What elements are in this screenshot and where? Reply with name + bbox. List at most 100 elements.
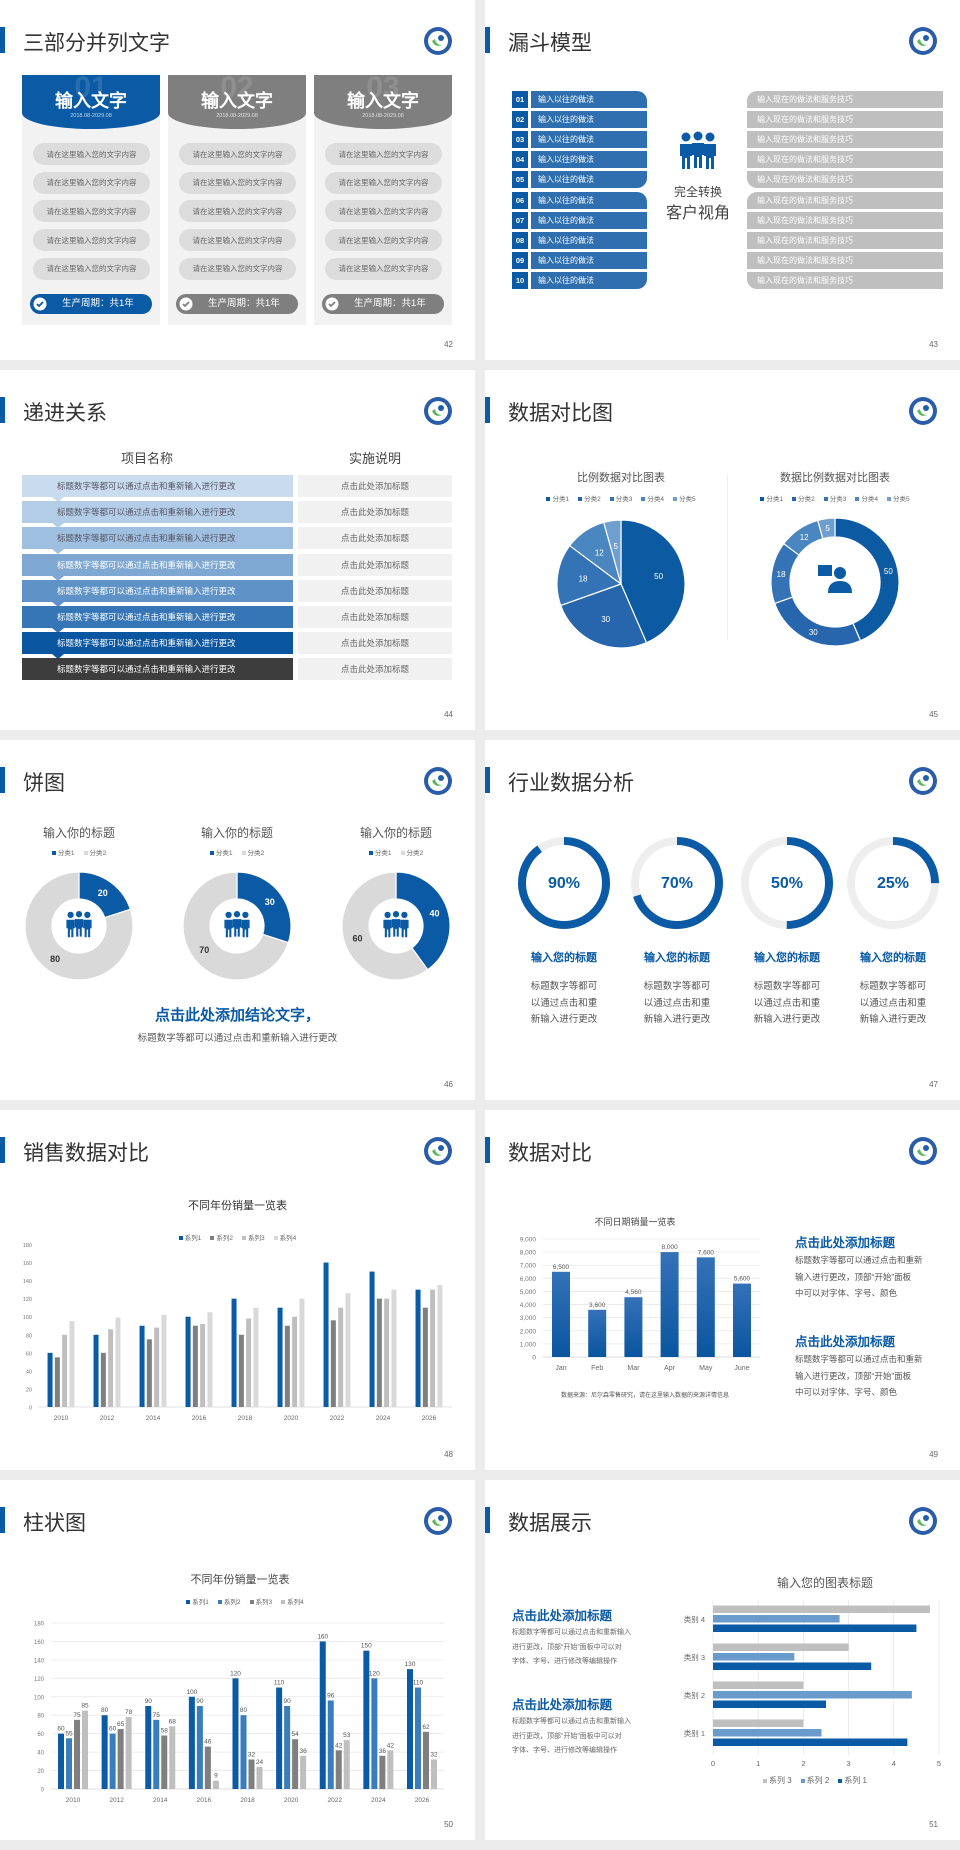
bar[interactable] — [376, 1298, 382, 1407]
bar[interactable] — [713, 1738, 908, 1747]
bar[interactable] — [232, 1678, 239, 1789]
bar[interactable] — [338, 1307, 344, 1407]
bar[interactable] — [371, 1678, 378, 1789]
bar[interactable] — [115, 1317, 121, 1407]
footer-pill[interactable]: 生产周期：共1年 — [176, 294, 298, 314]
item-title[interactable]: 输入您的标题 — [754, 952, 820, 964]
bar[interactable] — [204, 1746, 211, 1789]
bar[interactable] — [139, 1325, 145, 1407]
pie-slice[interactable] — [24, 871, 134, 981]
bar[interactable] — [192, 1325, 198, 1407]
bar[interactable] — [212, 1780, 219, 1789]
text-pill[interactable]: 请在这里输入您的文字内容 — [325, 200, 442, 223]
bar[interactable] — [343, 1740, 350, 1789]
bar[interactable] — [125, 1717, 132, 1789]
bar[interactable] — [588, 1309, 607, 1357]
bar[interactable] — [231, 1298, 237, 1407]
bar[interactable] — [161, 1314, 167, 1407]
description-cell[interactable]: 点击此处添加标题 — [298, 579, 452, 602]
current-practice-bar[interactable]: 输入现在的做法和服务技巧 — [747, 191, 943, 209]
text-pill[interactable]: 请在这里输入您的文字内容 — [33, 200, 150, 223]
pie-slice[interactable] — [341, 871, 429, 981]
bar[interactable] — [696, 1257, 715, 1357]
bar[interactable] — [713, 1643, 849, 1652]
text-pill[interactable]: 请在这里输入您的文字内容 — [33, 143, 150, 165]
bar[interactable] — [430, 1289, 436, 1407]
bar[interactable] — [108, 1329, 114, 1407]
bar[interactable] — [391, 1289, 397, 1407]
bar[interactable] — [384, 1298, 390, 1407]
text-pill[interactable]: 请在这里输入您的文字内容 — [325, 257, 442, 280]
bar[interactable] — [146, 1339, 152, 1407]
pie-slice[interactable] — [556, 544, 623, 607]
description-cell[interactable]: 点击此处添加标题 — [298, 475, 452, 497]
bar[interactable] — [154, 1327, 160, 1407]
bar[interactable] — [66, 1738, 73, 1789]
current-practice-bar[interactable]: 输入现在的做法和服务技巧 — [747, 251, 943, 269]
bar[interactable] — [292, 1739, 299, 1789]
bar[interactable] — [299, 1298, 305, 1407]
bar[interactable] — [58, 1733, 65, 1789]
bar[interactable] — [101, 1715, 108, 1789]
text-pill[interactable]: 请在这里输入您的文字内容 — [179, 257, 296, 280]
bar[interactable] — [117, 1729, 124, 1789]
pie-slice[interactable] — [182, 871, 290, 981]
description-cell[interactable]: 点击此处添加标题 — [298, 606, 452, 628]
text-pill[interactable]: 请在这里输入您的文字内容 — [179, 143, 296, 165]
bar[interactable] — [93, 1334, 99, 1407]
bar[interactable] — [713, 1624, 917, 1633]
block-heading[interactable]: 点击此处添加标题 — [512, 1698, 613, 1712]
past-practice-bar[interactable]: 输入以往的做法 — [531, 111, 647, 129]
text-pill[interactable]: 请在这里输入您的文字内容 — [33, 171, 150, 194]
description-cell[interactable]: 点击此处添加标题 — [298, 501, 452, 524]
item-title[interactable]: 输入您的标题 — [860, 952, 926, 964]
pie-slice[interactable] — [816, 517, 836, 540]
past-practice-bar[interactable]: 输入以往的做法 — [531, 251, 647, 269]
pie-slice[interactable] — [834, 517, 900, 642]
current-practice-bar[interactable]: 输入现在的做法和服务技巧 — [747, 111, 943, 129]
pie-slice[interactable] — [395, 871, 451, 971]
bar[interactable] — [284, 1706, 291, 1789]
bar[interactable] — [238, 1334, 244, 1407]
text-pill[interactable]: 请在这里输入您的文字内容 — [179, 200, 296, 223]
past-practice-bar[interactable]: 输入以往的做法 — [531, 231, 647, 249]
past-practice-bar[interactable]: 输入以往的做法 — [531, 131, 647, 149]
bar[interactable] — [713, 1700, 826, 1709]
pie-slice[interactable] — [773, 596, 862, 647]
description-cell[interactable]: 点击此处添加标题 — [298, 553, 452, 576]
bar[interactable] — [319, 1641, 326, 1789]
current-practice-bar[interactable]: 输入现在的做法和服务技巧 — [747, 271, 943, 289]
description-cell[interactable]: 点击此处添加标题 — [298, 658, 452, 681]
bar[interactable] — [188, 1696, 195, 1789]
current-practice-bar[interactable]: 输入现在的做法和服务技巧 — [747, 231, 943, 249]
bar[interactable] — [100, 1352, 106, 1407]
pie-slice[interactable] — [559, 583, 648, 649]
block-heading[interactable]: 点击此处添加标题 — [795, 1236, 896, 1250]
bar[interactable] — [153, 1719, 160, 1789]
block-heading[interactable]: 点击此处添加标题 — [512, 1609, 613, 1623]
bar[interactable] — [713, 1691, 912, 1699]
bar[interactable] — [345, 1293, 351, 1407]
bar[interactable] — [161, 1735, 168, 1789]
bar[interactable] — [145, 1706, 152, 1789]
bar[interactable] — [246, 1318, 252, 1407]
past-practice-bar[interactable]: 输入以往的做法 — [531, 191, 647, 209]
text-pill[interactable]: 请在这里输入您的文字内容 — [325, 229, 442, 252]
progress-row[interactable]: 标题数字等都可以通过点击和重新输入进行更改 — [22, 527, 293, 550]
progress-row[interactable]: 标题数字等都可以通过点击和重新输入进行更改 — [22, 475, 293, 497]
bar[interactable] — [200, 1323, 206, 1407]
progress-row[interactable]: 标题数字等都可以通过点击和重新输入进行更改 — [22, 501, 293, 524]
bar[interactable] — [330, 1320, 336, 1407]
bar[interactable] — [660, 1252, 679, 1357]
item-title[interactable]: 输入您的标题 — [644, 952, 710, 964]
text-pill[interactable]: 请在这里输入您的文字内容 — [325, 143, 442, 165]
text-pill[interactable]: 请在这里输入您的文字内容 — [33, 229, 150, 252]
bar[interactable] — [253, 1307, 259, 1407]
bar[interactable] — [256, 1766, 263, 1789]
past-practice-bar[interactable]: 输入以往的做法 — [531, 271, 647, 289]
bar[interactable] — [713, 1605, 930, 1614]
bar[interactable] — [207, 1312, 213, 1407]
bar[interactable] — [335, 1750, 342, 1789]
text-pill[interactable]: 请在这里输入您的文字内容 — [179, 229, 296, 252]
bar[interactable] — [284, 1325, 290, 1407]
